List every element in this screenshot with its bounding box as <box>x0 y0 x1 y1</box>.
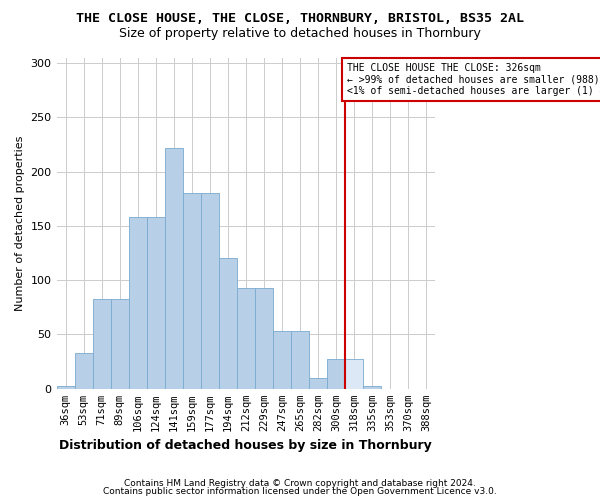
Bar <box>309 378 327 389</box>
Y-axis label: Number of detached properties: Number of detached properties <box>15 136 25 311</box>
X-axis label: Distribution of detached houses by size in Thornbury: Distribution of detached houses by size … <box>59 440 432 452</box>
Text: Contains public sector information licensed under the Open Government Licence v3: Contains public sector information licen… <box>103 487 497 496</box>
Bar <box>56 386 74 389</box>
Bar <box>345 360 363 389</box>
Text: THE CLOSE HOUSE THE CLOSE: 326sqm
← >99% of detached houses are smaller (988)
<1: THE CLOSE HOUSE THE CLOSE: 326sqm ← >99%… <box>347 63 600 96</box>
Bar <box>92 298 110 389</box>
Text: Contains HM Land Registry data © Crown copyright and database right 2024.: Contains HM Land Registry data © Crown c… <box>124 478 476 488</box>
Bar <box>327 360 345 389</box>
Text: Size of property relative to detached houses in Thornbury: Size of property relative to detached ho… <box>119 28 481 40</box>
Bar <box>110 298 128 389</box>
Bar <box>237 288 255 389</box>
Bar <box>219 258 237 389</box>
Bar <box>255 288 273 389</box>
Bar <box>164 148 182 389</box>
Bar <box>146 217 164 389</box>
Bar <box>128 217 146 389</box>
Bar <box>291 331 309 389</box>
Bar <box>74 353 92 389</box>
Bar <box>273 331 291 389</box>
Bar <box>363 386 381 389</box>
Text: THE CLOSE HOUSE, THE CLOSE, THORNBURY, BRISTOL, BS35 2AL: THE CLOSE HOUSE, THE CLOSE, THORNBURY, B… <box>76 12 524 26</box>
Bar <box>182 194 201 389</box>
Bar <box>201 194 219 389</box>
